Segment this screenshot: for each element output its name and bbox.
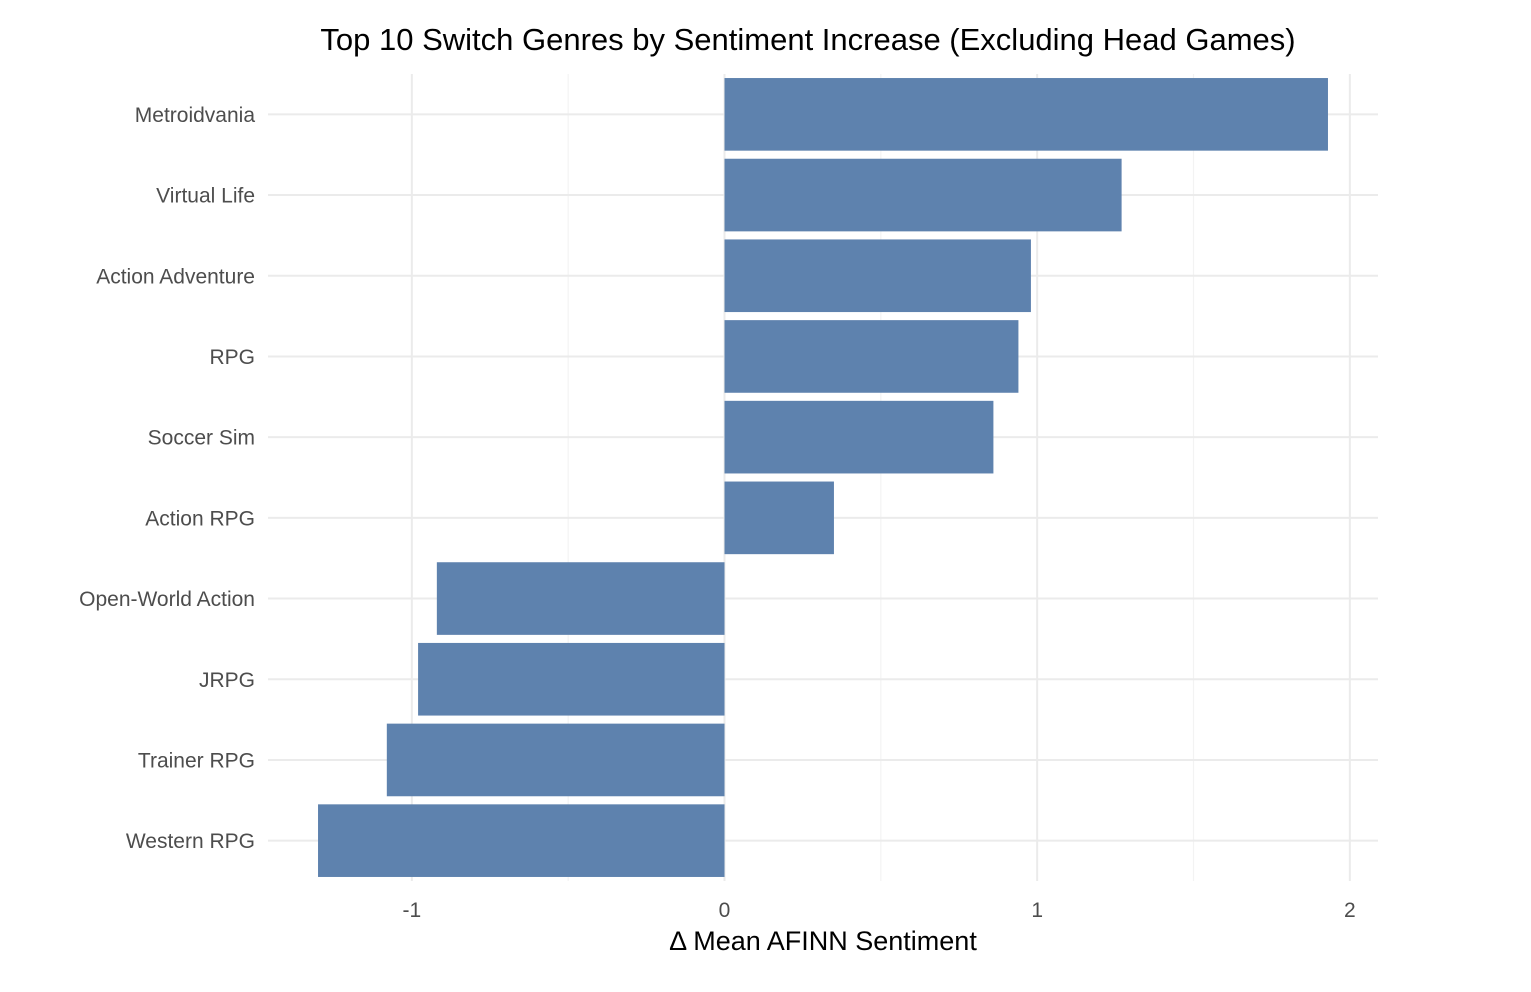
chart-title: Top 10 Switch Genres by Sentiment Increa… <box>320 22 1295 57</box>
y-tick-label: Action RPG <box>145 507 255 530</box>
y-tick-label: RPG <box>209 346 255 369</box>
y-tick-label: JRPG <box>199 669 255 692</box>
y-tick-label: Open-World Action <box>79 588 255 611</box>
bar-soccer-sim <box>724 400 994 474</box>
bar-western-rpg <box>318 804 725 877</box>
bar-metroidvania <box>724 78 1328 151</box>
x-tick-label: 0 <box>719 899 731 922</box>
x-tick-label: 2 <box>1344 899 1356 922</box>
bar-open-world-action <box>436 562 725 635</box>
x-tick-label: 1 <box>1031 899 1043 922</box>
y-tick-label: Virtual Life <box>156 185 255 208</box>
y-tick-label: Metroidvania <box>135 104 256 127</box>
bar-trainer-rpg <box>386 723 725 797</box>
x-axis-label: Δ Mean AFINN Sentiment <box>669 926 977 956</box>
bar-rpg <box>724 320 1019 393</box>
bar-action-rpg <box>724 481 834 555</box>
bar-jrpg <box>418 642 725 716</box>
bars <box>318 78 1328 877</box>
x-tick-labels: -1 0 1 2 <box>402 899 1355 922</box>
y-tick-label: Soccer Sim <box>148 427 255 450</box>
bar-virtual-life <box>724 158 1122 232</box>
y-tick-label: Action Adventure <box>96 265 255 288</box>
x-tick-label: -1 <box>402 899 421 922</box>
y-tick-label: Western RPG <box>126 830 255 853</box>
y-tick-labels: Metroidvania Virtual Life Action Adventure… <box>79 104 255 853</box>
bar-action-adventure <box>724 239 1031 313</box>
y-tick-label: Trainer RPG <box>138 749 255 772</box>
